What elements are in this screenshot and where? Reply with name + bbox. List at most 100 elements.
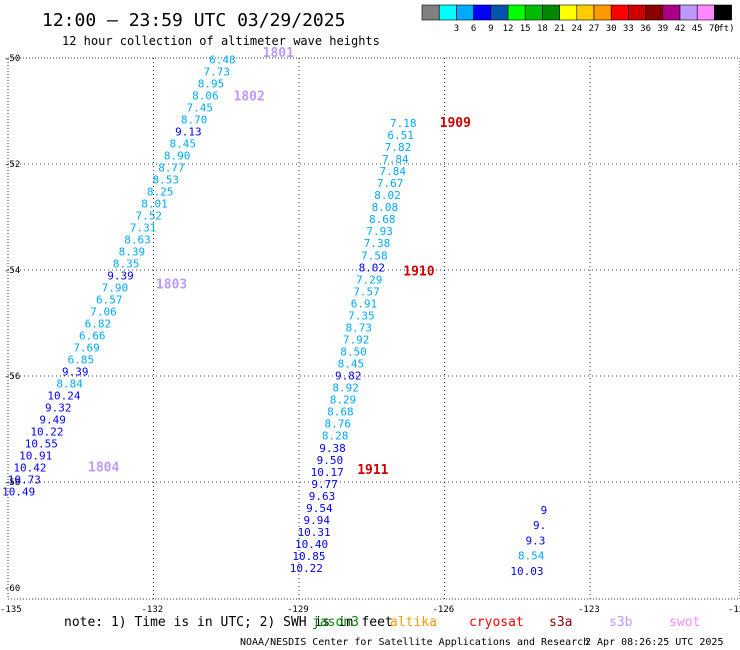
- wave-height-value: 8.01: [141, 197, 168, 210]
- grid-lines: [8, 58, 740, 599]
- wave-height-value: 10.55: [25, 437, 58, 450]
- wave-height-value: 9.63: [309, 490, 336, 503]
- wave-height-value: 9.39: [62, 365, 89, 378]
- wave-height-value: 9.54: [306, 502, 333, 515]
- wave-height-value: 8.29: [330, 394, 357, 407]
- satellite-name: cryosat: [469, 615, 524, 630]
- wave-height-value: 6.82: [85, 317, 112, 330]
- wave-height-value: 6.48: [209, 53, 236, 66]
- wave-height-value: 9.13: [175, 125, 202, 138]
- wave-height-value: 8.45: [338, 358, 365, 371]
- x-tick-label: -123: [578, 605, 600, 615]
- wave-height-value: 8.35: [113, 257, 140, 270]
- legend-tick-label: 6: [471, 24, 476, 34]
- note-text: note: 1) Time is in UTC; 2) SWH is in fe…: [64, 615, 393, 630]
- legend-swatch: [559, 4, 578, 21]
- wave-height-value: 8.45: [170, 137, 197, 150]
- axis-ticks: -50 -52 -54 -56 -58 -60 -135 -132 -129 -126 -123 -1…: [0, 54, 740, 615]
- y-tick-label: -52: [4, 160, 20, 170]
- wave-height-value: 7.35: [348, 309, 375, 322]
- legend-tick-label: 12: [503, 24, 514, 34]
- credit-timestamp: 2 Apr 08:26:25 UTC 2025: [585, 637, 723, 648]
- legend-tick-label: 27: [589, 24, 600, 34]
- wave-height-value: 6.57: [96, 293, 123, 306]
- wave-height-value: 10.91: [19, 449, 52, 462]
- wave-height-value: 10.31: [298, 526, 331, 539]
- track-time-label: 1803: [156, 278, 187, 293]
- track: 7.186.517.827.847.847.678.028.088.687.93…: [290, 116, 471, 575]
- wave-height-value: 9.38: [319, 442, 346, 455]
- wave-height-value: 9.49: [39, 413, 66, 426]
- legend-swatch: [438, 4, 457, 21]
- wave-height-value: 8.95: [198, 77, 225, 90]
- legend-tick-label: 70: [709, 24, 720, 34]
- wave-height-value: 9.77: [311, 478, 338, 491]
- y-tick-label: -50: [4, 54, 20, 64]
- wave-height-value: 8.08: [372, 201, 399, 214]
- x-tick-label: -129: [287, 605, 309, 615]
- wave-height-value: 7.38: [364, 237, 391, 250]
- legend-swatch: [421, 4, 440, 21]
- track-time-label: 1910: [403, 264, 434, 279]
- satellite-tracks: 6.487.738.958.067.458.709.138.458.908.77…: [2, 46, 547, 578]
- track: 6.487.738.958.067.458.709.138.458.908.77…: [2, 46, 294, 498]
- wave-height-value: 6.85: [68, 353, 95, 366]
- wave-height-value: 10.73: [8, 473, 41, 486]
- legend-unit: (ft): [713, 24, 735, 34]
- legend-tick-label: 42: [675, 24, 686, 34]
- wave-height-value: 9.94: [304, 514, 331, 527]
- wave-height-value: 8.02: [359, 261, 386, 274]
- track: 9 9. 9.3 8.54 10.03: [510, 504, 547, 578]
- wave-height-value: 7.90: [102, 281, 129, 294]
- wave-height-value: 8.54: [518, 550, 545, 563]
- legend-tick-label: 30: [606, 24, 617, 34]
- wave-height-value: 8.53: [153, 173, 180, 186]
- y-tick-label: -60: [4, 584, 20, 594]
- legend-tick-label: 33: [623, 24, 634, 34]
- legend-tick-label: 15: [520, 24, 531, 34]
- wave-height-value: 10.85: [292, 550, 325, 563]
- legend-swatch: [490, 4, 509, 21]
- wave-height-value: 8.68: [369, 213, 396, 226]
- legend-tick-label: 39: [657, 24, 668, 34]
- track-time-label: 1802: [234, 89, 265, 104]
- legend-swatch: [576, 4, 595, 21]
- wave-height-value: 9: [541, 504, 548, 517]
- wave-height-value: 10.17: [311, 466, 344, 479]
- track-time-label: 1801: [263, 46, 294, 61]
- legend-tick-label: 9: [488, 24, 493, 34]
- legend-tick-label: 3: [454, 24, 459, 34]
- track-time-label: 1909: [440, 116, 471, 131]
- legend-tick-label: 24: [571, 24, 582, 34]
- legend-tick-label: 36: [640, 24, 651, 34]
- wave-height-value: 7.18: [390, 117, 417, 130]
- wave-height-value: 8.06: [192, 89, 219, 102]
- wave-height-value: 10.49: [2, 485, 35, 498]
- wave-height-value: 9.50: [317, 454, 344, 467]
- satellite-name: s3a: [549, 615, 572, 630]
- wave-height-value: 10.22: [30, 425, 63, 438]
- wave-height-value: 8.84: [56, 377, 83, 390]
- legend-swatch: [679, 4, 698, 21]
- legend-swatch: [593, 4, 612, 21]
- wave-height-value: 7.67: [377, 177, 404, 190]
- wave-height-value: 7.84: [382, 153, 409, 166]
- wave-height-value: 8.73: [345, 321, 372, 334]
- legend-tick-label: 21: [554, 24, 565, 34]
- wave-height-value: 8.77: [158, 161, 185, 174]
- wave-height-value: 8.76: [324, 418, 351, 431]
- legend-swatch: [696, 4, 715, 21]
- chart-subtitle: 12 hour collection of altimeter wave hei…: [62, 34, 380, 48]
- y-tick-label: -58: [4, 478, 20, 488]
- wave-height-value: 6.91: [351, 297, 378, 310]
- wave-height-value: 7.82: [385, 141, 412, 154]
- wave-height-value: 7.69: [73, 341, 100, 354]
- wave-height-value: 9.3: [526, 534, 546, 547]
- wave-height-value: 6.66: [79, 329, 106, 342]
- wave-height-value: 8.39: [119, 245, 146, 258]
- x-tick-label: -135: [0, 605, 22, 615]
- wave-height-value: 10.03: [510, 565, 543, 578]
- wave-height-value: 8.63: [124, 233, 151, 246]
- y-tick-label: -56: [4, 372, 20, 382]
